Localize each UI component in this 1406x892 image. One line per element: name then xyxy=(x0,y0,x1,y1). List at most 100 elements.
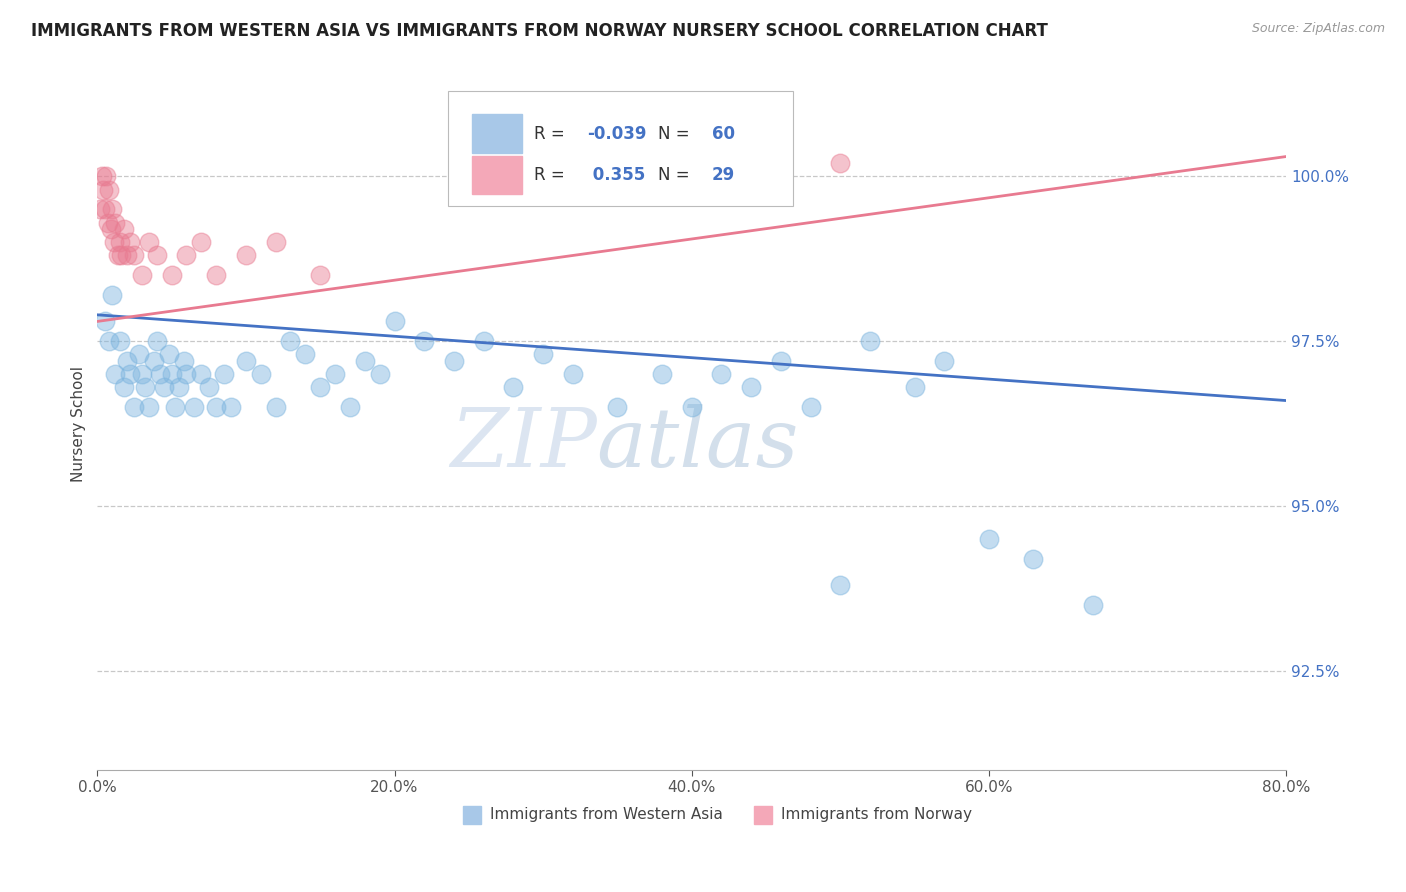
Text: 60: 60 xyxy=(711,125,735,143)
Text: Immigrants from Norway: Immigrants from Norway xyxy=(780,807,972,822)
Point xyxy=(353,354,375,368)
Point xyxy=(112,222,135,236)
Point xyxy=(176,367,198,381)
FancyBboxPatch shape xyxy=(472,156,522,194)
Point xyxy=(830,156,852,170)
Point xyxy=(134,380,156,394)
Point xyxy=(934,354,956,368)
Text: N =: N = xyxy=(658,125,695,143)
Point xyxy=(339,400,361,414)
Point xyxy=(219,400,242,414)
Point xyxy=(280,334,302,349)
Point xyxy=(142,354,165,368)
Text: 0.355: 0.355 xyxy=(588,166,645,184)
Text: -0.039: -0.039 xyxy=(588,125,647,143)
Point xyxy=(190,367,212,381)
Point xyxy=(115,354,138,368)
Point xyxy=(160,268,183,283)
Point xyxy=(561,367,583,381)
Text: R =: R = xyxy=(533,125,569,143)
Point xyxy=(323,367,346,381)
Point xyxy=(131,367,153,381)
Point xyxy=(1081,598,1104,612)
Point xyxy=(153,380,176,394)
Point xyxy=(235,248,257,262)
Point xyxy=(128,347,150,361)
Point xyxy=(903,380,925,394)
Point xyxy=(131,268,153,283)
Point xyxy=(173,354,195,368)
Point xyxy=(157,347,180,361)
Text: ZIP: ZIP xyxy=(450,404,596,484)
Point xyxy=(101,288,124,302)
Point xyxy=(1022,551,1045,566)
Point xyxy=(472,334,495,349)
Point xyxy=(97,215,120,229)
Point xyxy=(830,578,852,592)
Point xyxy=(264,400,287,414)
Point xyxy=(124,248,146,262)
Point xyxy=(104,215,127,229)
Point xyxy=(443,354,465,368)
Point xyxy=(108,235,131,250)
Point xyxy=(94,202,117,217)
Point xyxy=(799,400,821,414)
Point xyxy=(91,182,114,196)
Text: Source: ZipAtlas.com: Source: ZipAtlas.com xyxy=(1251,22,1385,36)
Point xyxy=(124,400,146,414)
Text: R =: R = xyxy=(533,166,569,184)
Point xyxy=(90,169,112,184)
Text: IMMIGRANTS FROM WESTERN ASIA VS IMMIGRANTS FROM NORWAY NURSERY SCHOOL CORRELATIO: IMMIGRANTS FROM WESTERN ASIA VS IMMIGRAN… xyxy=(31,22,1047,40)
Point xyxy=(249,367,271,381)
Point xyxy=(138,400,160,414)
Point xyxy=(110,248,132,262)
Point xyxy=(264,235,287,250)
Point xyxy=(112,380,135,394)
Point xyxy=(108,334,131,349)
Point xyxy=(149,367,172,381)
Point xyxy=(651,367,673,381)
Point xyxy=(205,268,228,283)
Point xyxy=(107,248,129,262)
Point xyxy=(167,380,190,394)
Text: 29: 29 xyxy=(711,166,735,184)
Point xyxy=(146,334,169,349)
Point xyxy=(138,235,160,250)
Point xyxy=(413,334,436,349)
Text: Immigrants from Western Asia: Immigrants from Western Asia xyxy=(489,807,723,822)
Point xyxy=(89,202,111,217)
Point xyxy=(235,354,257,368)
Point xyxy=(118,235,141,250)
Point xyxy=(740,380,762,394)
Point xyxy=(710,367,733,381)
Point xyxy=(368,367,391,381)
Point xyxy=(769,354,792,368)
Point xyxy=(104,367,127,381)
Point xyxy=(103,235,125,250)
Point xyxy=(197,380,219,394)
Point xyxy=(94,314,117,328)
Point xyxy=(98,334,121,349)
Point xyxy=(101,202,124,217)
Point xyxy=(98,182,121,196)
Point xyxy=(681,400,703,414)
Point xyxy=(115,248,138,262)
Point xyxy=(309,380,332,394)
Point xyxy=(183,400,205,414)
Y-axis label: Nursery School: Nursery School xyxy=(72,366,86,482)
Point xyxy=(176,248,198,262)
Point xyxy=(606,400,628,414)
Point xyxy=(309,268,332,283)
Point xyxy=(294,347,316,361)
Point xyxy=(212,367,235,381)
Point xyxy=(100,222,122,236)
Point xyxy=(859,334,882,349)
Point xyxy=(146,248,169,262)
Point xyxy=(190,235,212,250)
Point xyxy=(96,169,118,184)
Point xyxy=(384,314,406,328)
Text: atlas: atlas xyxy=(596,404,799,484)
Point xyxy=(163,400,186,414)
FancyBboxPatch shape xyxy=(449,91,793,205)
FancyBboxPatch shape xyxy=(472,114,522,153)
